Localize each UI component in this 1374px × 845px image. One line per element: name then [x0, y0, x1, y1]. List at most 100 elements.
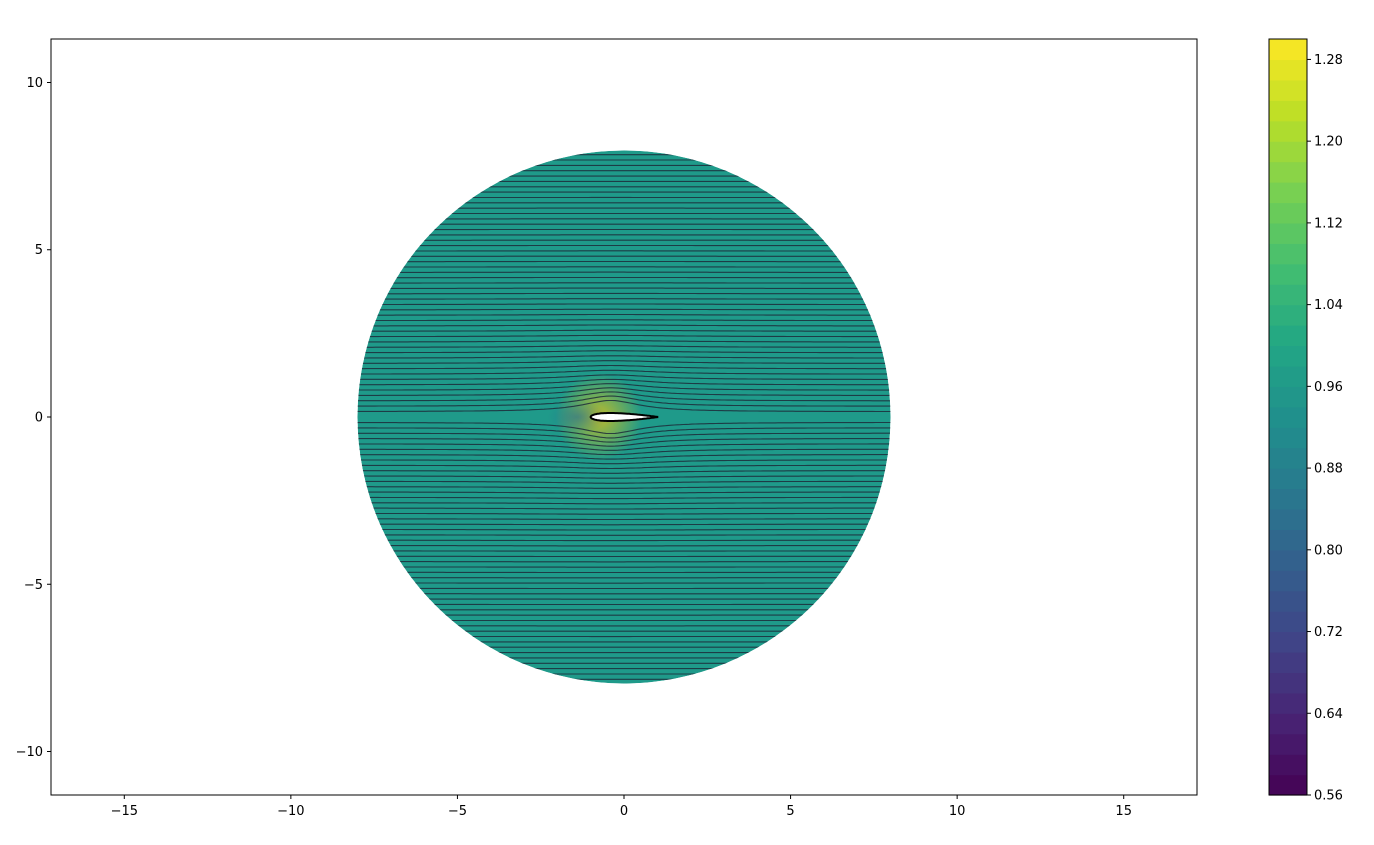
colorbar-band: [1269, 488, 1307, 510]
streamline: [357, 387, 891, 396]
colorbar-band: [1269, 590, 1307, 612]
streamline: [357, 464, 891, 470]
colorbar-band: [1269, 365, 1307, 387]
x-tick-label: −5: [448, 804, 467, 819]
colorbar-band: [1269, 100, 1307, 122]
colorbar-band: [1269, 672, 1307, 694]
colorbar-tick-label: 0.56: [1314, 789, 1343, 804]
streamline: [357, 360, 891, 364]
streamline: [357, 345, 891, 348]
x-axis: −15 −10 −5 0 5 10 15: [111, 795, 1132, 819]
colorbar-band: [1269, 345, 1307, 367]
colorbar-band: [1269, 529, 1307, 551]
colorbar-band: [1269, 508, 1307, 530]
colorbar-tick-label: 0.96: [1314, 380, 1343, 395]
streamline: [357, 448, 891, 456]
colorbar-band: [1269, 754, 1307, 776]
colorbar-band: [1269, 182, 1307, 204]
streamline: [357, 528, 891, 531]
colorbar-band: [1269, 325, 1307, 347]
streamline: [357, 421, 891, 435]
colorbar-tick-label: 1.12: [1314, 216, 1343, 231]
x-tick-label: 0: [620, 804, 628, 819]
colorbar-band: [1269, 549, 1307, 571]
streamline: [357, 454, 891, 460]
colorbar-band: [1269, 427, 1307, 449]
x-tick-label: 15: [1115, 804, 1132, 819]
streamline: [357, 502, 891, 505]
colorbar-tick-label: 0.88: [1314, 462, 1343, 477]
colorbar-band: [1269, 386, 1307, 408]
colorbar-band: [1269, 79, 1307, 101]
streamline: [357, 324, 891, 327]
streamline: [357, 298, 891, 300]
streamline: [357, 470, 891, 474]
colorbar-band: [1269, 406, 1307, 428]
streamline: [357, 313, 891, 316]
streamline: [357, 340, 891, 343]
colorbar-band: [1269, 284, 1307, 306]
colorbar-tick-label: 0.64: [1314, 707, 1343, 722]
colorbar-band: [1269, 631, 1307, 653]
streamline: [357, 319, 891, 322]
streamline: [357, 491, 891, 494]
colorbar-band: [1269, 611, 1307, 633]
colorbar-band: [1269, 733, 1307, 755]
colorbar: 1.28 1.20 1.12 1.04 0.96 0.88 0.80 0.72 0.64 0.56: [1268, 38, 1343, 804]
streamline: [357, 399, 891, 413]
streamline: [357, 303, 891, 306]
colorbar-tick-label: 0.80: [1314, 543, 1343, 558]
streamline: [357, 534, 891, 536]
streamline: [357, 334, 891, 338]
streamline: [357, 475, 891, 479]
x-tick-label: −10: [277, 804, 304, 819]
colorbar-band: [1269, 304, 1307, 326]
colorbar-tick-label: 0.72: [1314, 625, 1343, 640]
y-tick-label: 5: [35, 243, 43, 258]
streamline: [357, 480, 891, 484]
streamline: [357, 427, 891, 439]
streamline: [357, 395, 891, 407]
colorbar-band: [1269, 263, 1307, 285]
streamline: [357, 518, 891, 521]
y-tick-label: 0: [35, 411, 43, 426]
colorbar-tick-label: 1.20: [1314, 135, 1343, 150]
streamline: [357, 438, 891, 447]
contour-plot: [357, 150, 891, 684]
streamline: [357, 374, 891, 380]
y-tick-label: −5: [24, 578, 43, 593]
streamline: [357, 364, 891, 370]
colorbar-band: [1269, 774, 1307, 796]
colorbar-band: [1269, 120, 1307, 142]
stagnation-region: [547, 400, 608, 434]
streamline: [357, 369, 891, 375]
colorbar-band: [1269, 468, 1307, 490]
streamline: [357, 355, 891, 359]
colorbar-tick-label: 1.28: [1314, 53, 1343, 68]
colorbar-band: [1269, 202, 1307, 224]
y-tick-label: 10: [26, 76, 43, 91]
y-tick-label: −10: [16, 745, 43, 760]
streamline: [357, 378, 891, 386]
streamline: [357, 486, 891, 489]
streamline: [357, 308, 891, 311]
colorbar-band: [1269, 692, 1307, 714]
streamline: [357, 512, 891, 515]
streamline: [357, 523, 891, 526]
colorbar-tick-label: 1.04: [1314, 298, 1343, 313]
streamline: [357, 391, 891, 402]
colorbar-band: [1269, 447, 1307, 469]
colorbar-band: [1269, 141, 1307, 163]
streamline: [357, 383, 891, 391]
y-axis: 10 5 0 −5 −10: [16, 76, 51, 760]
streamline: [357, 443, 891, 451]
colorbar-band: [1269, 39, 1307, 61]
streamline: [357, 507, 891, 510]
streamline: [357, 329, 891, 332]
streamline: [357, 432, 891, 443]
colorbar-band: [1269, 651, 1307, 673]
colorbar-band: [1269, 222, 1307, 244]
colorbar-band: [1269, 570, 1307, 592]
colorbar-band: [1269, 713, 1307, 735]
